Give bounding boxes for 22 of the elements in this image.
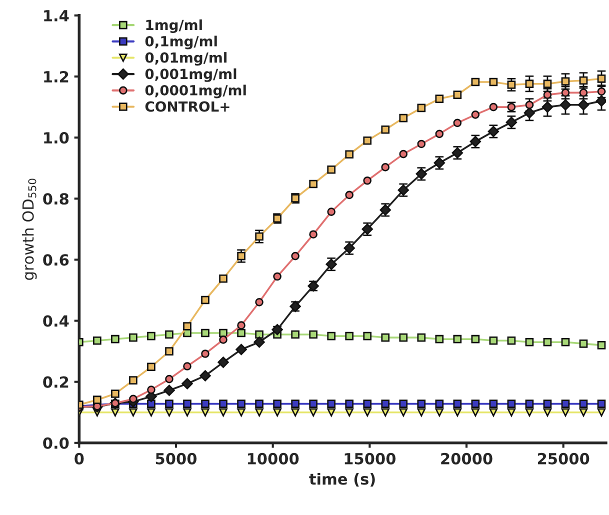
legend-label: 1mg/ml [146,19,202,33]
x-tick-label: 10000 [248,452,299,464]
legend-label: CONTROL+ [145,101,230,112]
y-tick-label: 1.0 [44,132,69,144]
legend-label: 0,01mg/ml [145,52,227,66]
x-tick-label: 25000 [538,452,590,464]
legend-label: 0,0001mg/ml [145,84,246,98]
y-axis-title: growth OD$_{550}$ [22,178,37,280]
y-tick-label: 0.8 [43,193,68,205]
y-tick-label: 1.4 [44,10,69,22]
legend-label: 0,001mg/ml [145,68,236,82]
x-axis-title: time (s) [309,472,375,487]
y-tick-label: 0.2 [43,376,68,388]
y-tick-label: 0.0 [43,437,69,449]
y-tick-label: 0.6 [43,254,69,266]
y-tick-label: 0.4 [43,315,69,327]
legend-label: 0,1mg/ml [145,36,217,50]
x-tick-label: 0 [74,452,84,464]
x-tick-label: 5000 [156,452,197,464]
x-tick-label: 15000 [344,452,396,464]
y-tick-label: 1.2 [44,70,68,82]
x-tick-label: 20000 [441,452,492,464]
